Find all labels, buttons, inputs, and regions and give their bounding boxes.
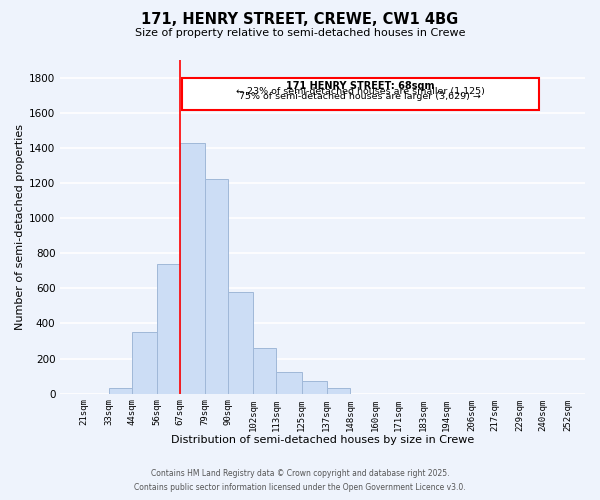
Text: ← 23% of semi-detached houses are smaller (1,125): ← 23% of semi-detached houses are smalle… bbox=[236, 86, 485, 96]
Text: 171 HENRY STREET: 68sqm: 171 HENRY STREET: 68sqm bbox=[286, 80, 434, 90]
Bar bbox=[109, 388, 131, 394]
Text: 171, HENRY STREET, CREWE, CW1 4BG: 171, HENRY STREET, CREWE, CW1 4BG bbox=[142, 12, 458, 28]
Y-axis label: Number of semi-detached properties: Number of semi-detached properties bbox=[15, 124, 25, 330]
Bar bbox=[228, 292, 253, 394]
Bar bbox=[182, 78, 539, 110]
Text: Size of property relative to semi-detached houses in Crewe: Size of property relative to semi-detach… bbox=[135, 28, 465, 38]
Text: 75% of semi-detached houses are larger (3,629) →: 75% of semi-detached houses are larger (… bbox=[239, 92, 481, 101]
Text: Contains public sector information licensed under the Open Government Licence v3: Contains public sector information licen… bbox=[134, 484, 466, 492]
Bar bbox=[277, 372, 302, 394]
Text: Contains HM Land Registry data © Crown copyright and database right 2025.: Contains HM Land Registry data © Crown c… bbox=[151, 468, 449, 477]
X-axis label: Distribution of semi-detached houses by size in Crewe: Distribution of semi-detached houses by … bbox=[171, 435, 474, 445]
Bar bbox=[302, 382, 327, 394]
Bar bbox=[253, 348, 277, 394]
Bar bbox=[205, 180, 228, 394]
Bar bbox=[131, 332, 157, 394]
Bar bbox=[180, 142, 205, 394]
Bar bbox=[157, 264, 180, 394]
Bar bbox=[327, 388, 350, 394]
